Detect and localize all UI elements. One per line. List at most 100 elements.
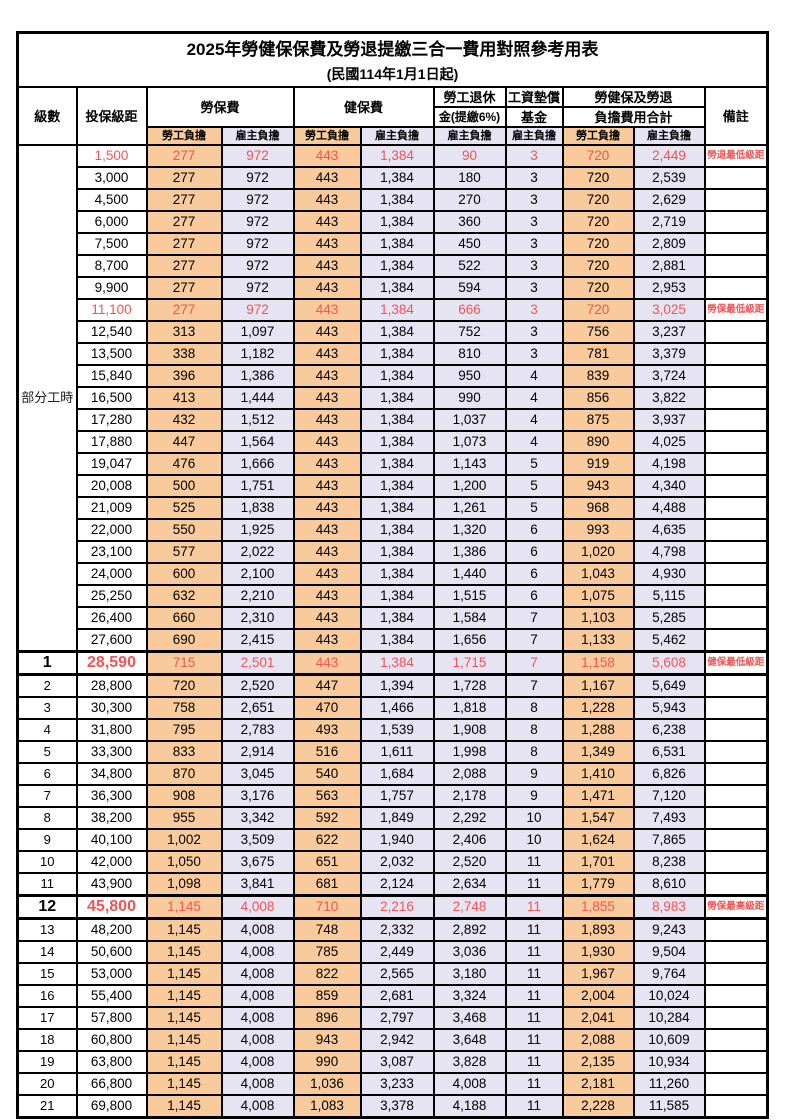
remark-cell	[703, 364, 769, 388]
value-cell: 3,036	[432, 940, 507, 964]
value-cell: 443	[292, 188, 362, 212]
remark-cell	[703, 850, 769, 874]
level-cell: 2	[16, 673, 78, 698]
value-cell: 1,384	[359, 364, 435, 388]
value-cell: 2,004	[561, 984, 635, 1008]
bracket-cell: 57,800	[75, 1006, 148, 1030]
value-cell: 450	[432, 232, 507, 256]
value-cell: 993	[561, 518, 635, 542]
bracket-cell: 22,000	[75, 518, 148, 542]
value-cell: 9,764	[632, 962, 706, 986]
table-row: 15 53,000 1,145 4,008 822 2,565 3,180 11 1,967 9,…	[16, 962, 769, 986]
table-row: 19,047 476 1,666 443 1,384 1,143 5 919 4,198	[18, 452, 769, 476]
value-cell: 1,384	[359, 606, 435, 630]
value-cell: 2,216	[359, 894, 435, 920]
value-cell: 2,041	[561, 1006, 635, 1030]
header-health-insurance: 健保費	[292, 86, 435, 128]
value-cell: 1,145	[145, 1006, 223, 1030]
value-cell: 522	[432, 254, 507, 278]
value-cell: 11,260	[632, 1072, 706, 1096]
value-cell: 1,384	[359, 628, 435, 653]
bracket-cell: 4,500	[75, 188, 148, 212]
table-row: 20,008 500 1,751 443 1,384 1,200 5 943 4,340	[18, 474, 769, 498]
value-cell: 752	[432, 320, 507, 344]
table-row: 27,600 690 2,415 443 1,384 1,656 7 1,133 5,462	[18, 628, 769, 653]
value-cell: 516	[292, 740, 362, 764]
value-cell: 11	[504, 962, 564, 986]
bracket-cell: 15,840	[75, 364, 148, 388]
value-cell: 8,610	[632, 872, 706, 897]
value-cell: 1,384	[359, 430, 435, 454]
remark-cell	[703, 984, 769, 1008]
value-cell: 1,998	[432, 740, 507, 764]
value-cell: 550	[145, 518, 223, 542]
remark-cell	[703, 562, 769, 586]
value-cell: 1,444	[220, 386, 295, 410]
subheader-pension-employer: 雇主負擔	[432, 126, 507, 146]
value-cell: 9,243	[632, 917, 706, 942]
page-title: 2025年勞健保保費及勞退提繳三合一費用對照參考用表	[186, 39, 599, 59]
remark-cell	[703, 806, 769, 830]
header-remark: 備註	[703, 86, 769, 146]
value-cell: 7	[504, 650, 564, 676]
value-cell: 1,564	[220, 430, 295, 454]
value-cell: 1,384	[359, 232, 435, 256]
value-cell: 3,342	[220, 806, 295, 830]
header-level: 級數	[16, 86, 78, 146]
value-cell: 1,384	[359, 342, 435, 366]
table-row: 13 48,200 1,145 4,008 748 2,332 2,892 11 1,893 9,…	[16, 917, 769, 942]
value-cell: 2,181	[561, 1072, 635, 1096]
value-cell: 1,097	[220, 320, 295, 344]
value-cell: 443	[292, 606, 362, 630]
table-row: 9,900 277 972 443 1,384 594 3 720 2,953	[18, 276, 769, 300]
value-cell: 955	[145, 806, 223, 830]
value-cell: 5	[504, 452, 564, 476]
value-cell: 4,198	[632, 452, 706, 476]
value-cell: 2,892	[432, 917, 507, 942]
value-cell: 1,925	[220, 518, 295, 542]
value-cell: 4,008	[220, 1072, 295, 1096]
remark-cell	[703, 962, 769, 986]
remark-cell	[703, 430, 769, 454]
table-row: 9 40,100 1,002 3,509 622 1,940 2,406 10 1,624 7,8…	[16, 828, 769, 852]
table-row: 17,880 447 1,564 443 1,384 1,073 4 890 4,025	[18, 430, 769, 454]
value-cell: 4,025	[632, 430, 706, 454]
remark-cell	[703, 696, 769, 720]
value-cell: 443	[292, 210, 362, 234]
value-cell: 2,449	[359, 940, 435, 964]
bracket-cell: 34,800	[75, 762, 148, 786]
value-cell: 8,983	[632, 894, 706, 920]
value-cell: 972	[220, 166, 295, 190]
title-row: 2025年勞健保保費及勞退提繳三合一費用對照參考用表 (民國114年1月1日起)	[16, 31, 769, 88]
value-cell: 277	[145, 188, 223, 212]
value-cell: 681	[292, 872, 362, 897]
table-row: 21 69,800 1,145 4,008 1,083 3,378 4,188 11 2,228…	[16, 1094, 769, 1119]
value-cell: 3	[504, 166, 564, 190]
subheader-labor-employer: 雇主負擔	[220, 126, 295, 146]
value-cell: 2,292	[432, 806, 507, 830]
remark-cell	[703, 1006, 769, 1030]
table-row: 部分工時 1,500 277 972 443 1,384 90 3 720 2,449 勞退最低級距	[16, 144, 769, 653]
value-cell: 950	[432, 364, 507, 388]
level-cell: 9	[16, 828, 78, 852]
value-cell: 1,384	[359, 166, 435, 190]
bracket-cell: 40,100	[75, 828, 148, 852]
bracket-cell: 6,000	[75, 210, 148, 234]
value-cell: 660	[145, 606, 223, 630]
value-cell: 476	[145, 452, 223, 476]
header-row-2: 金(提繳6%) 基金 負擔費用合計	[18, 106, 768, 128]
remark-cell	[703, 474, 769, 498]
value-cell: 1,384	[359, 474, 435, 498]
value-cell: 277	[145, 298, 223, 322]
value-cell: 1,684	[359, 762, 435, 786]
value-cell: 5,943	[632, 696, 706, 720]
value-cell: 1,512	[220, 408, 295, 432]
value-cell: 4,008	[220, 1050, 295, 1074]
value-cell: 1,384	[359, 210, 435, 234]
value-cell: 10,284	[632, 1006, 706, 1030]
value-cell: 1,930	[561, 940, 635, 964]
value-cell: 870	[145, 762, 223, 786]
value-cell: 2,178	[432, 784, 507, 808]
value-cell: 447	[292, 673, 362, 698]
value-cell: 1,908	[432, 718, 507, 742]
